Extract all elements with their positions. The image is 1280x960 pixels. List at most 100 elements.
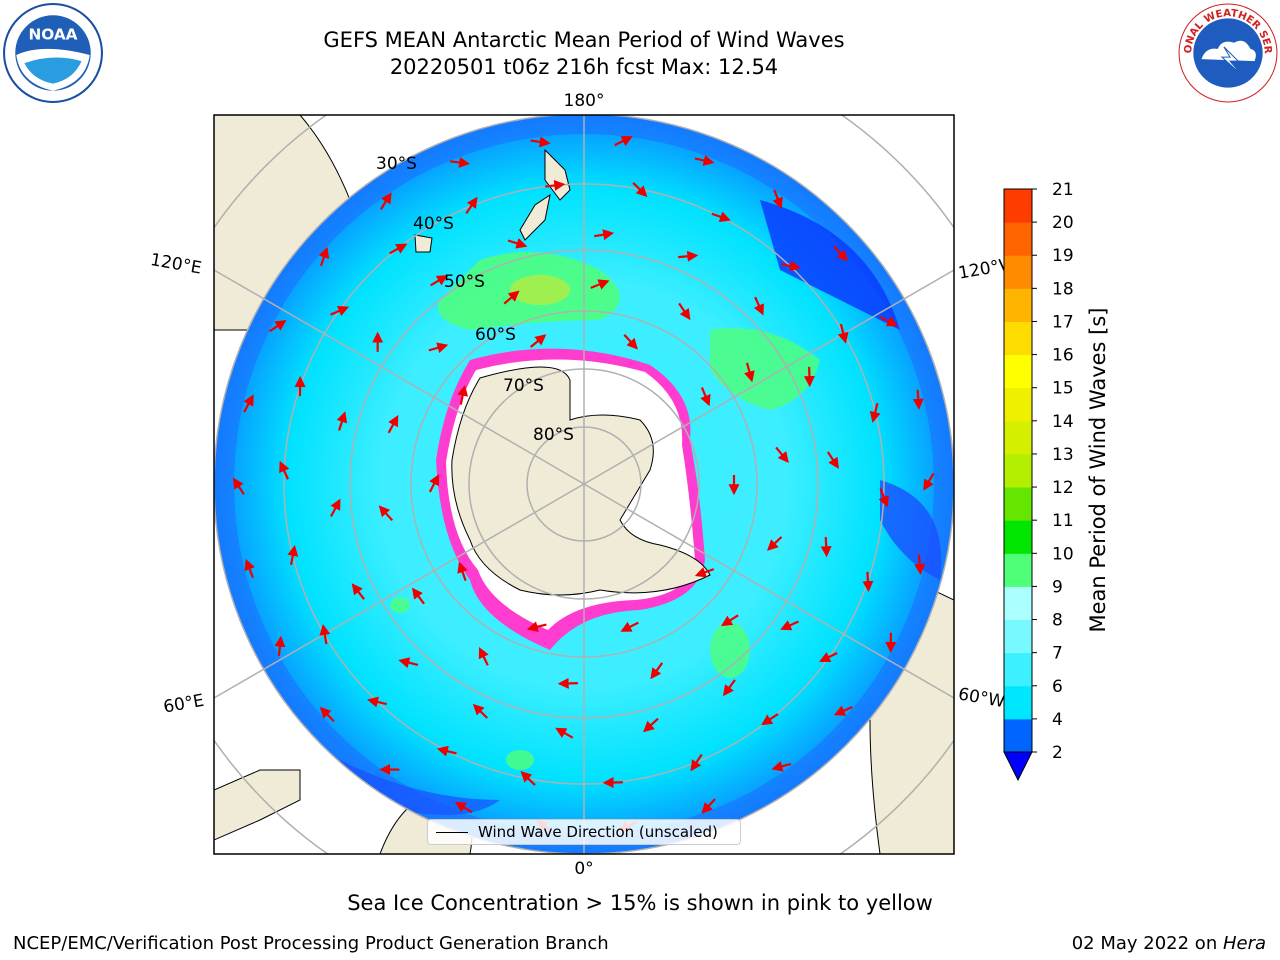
- wave-direction-arrow: [367, 696, 387, 708]
- wave-direction-arrow: [614, 136, 633, 147]
- wave-direction-arrow: [319, 624, 331, 645]
- wave-direction-arrow: [232, 477, 245, 496]
- wave-direction-arrow: [478, 647, 489, 666]
- colorbar-tick-label: 18: [1052, 279, 1074, 299]
- wave-direction-arrow: [878, 488, 889, 508]
- lat-label-70s: 70°S: [503, 376, 544, 396]
- colorbar-tick-label: 21: [1052, 180, 1074, 200]
- lat-label-50s: 50°S: [444, 272, 485, 292]
- colorbar-segment: [1004, 189, 1032, 223]
- wave-direction-arrow: [721, 614, 739, 627]
- colorbar-segment: [1004, 255, 1032, 289]
- wave-direction-arrow: [711, 211, 731, 223]
- lat-label-40s: 40°S: [413, 214, 454, 234]
- lat-label-80s: 80°S: [533, 425, 574, 445]
- colorbar-tick-label: 7: [1052, 644, 1063, 664]
- land-antarctica: [451, 366, 711, 596]
- wave-direction-arrow: [503, 290, 520, 305]
- wave-direction-arrow: [650, 662, 664, 680]
- wave-direction-arrow: [766, 536, 783, 551]
- colorbar-tick-label: 6: [1052, 677, 1063, 697]
- colorbar-tick-label: 17: [1052, 312, 1074, 332]
- wave-direction-arrow: [387, 415, 399, 434]
- wave-direction-arrow: [914, 554, 926, 575]
- wave-direction-arrow: [319, 706, 335, 723]
- wave-direction-arrow: [330, 498, 341, 517]
- wave-direction-arrow: [781, 260, 802, 272]
- colorbar-segment: [1004, 652, 1032, 687]
- colorbar-segment: [1004, 553, 1032, 587]
- lon-label-60e: 60°E: [162, 691, 206, 718]
- wave-direction-arrow: [507, 238, 528, 249]
- wave-direction-arrow: [545, 180, 566, 191]
- wave-direction-arrow: [923, 472, 935, 491]
- wave-direction-arrow: [351, 583, 365, 600]
- colorbar-tick-label: 15: [1052, 379, 1074, 399]
- footer-credit: NCEP/EMC/Verification Post Processing Pr…: [13, 933, 609, 954]
- colorbar-segment: [1004, 288, 1032, 322]
- wave-direction-arrow: [694, 567, 715, 578]
- wave-direction-arrow: [678, 250, 699, 262]
- wave-direction-arrow: [602, 777, 623, 789]
- footer-machine: Hera: [1222, 933, 1266, 954]
- colorbar-segment: [1004, 685, 1032, 720]
- wave-direction-arrow: [557, 677, 578, 689]
- map-title: GEFS MEAN Antarctic Mean Period of Wind …: [323, 28, 845, 52]
- colorbar-tick-label: 13: [1052, 445, 1074, 465]
- wave-direction-arrow: [330, 305, 350, 317]
- wave-direction-arrow: [753, 296, 764, 316]
- colorbar-tick-label: 8: [1052, 611, 1063, 631]
- wave-direction-arrow: [700, 387, 711, 407]
- wave-direction-arrow: [820, 537, 832, 558]
- wave-direction-arrow: [430, 275, 449, 287]
- wave-direction-arrow: [643, 717, 659, 733]
- lat-label-30s: 30°S: [376, 154, 417, 174]
- wave-direction-arrow: [428, 474, 440, 493]
- colorbar-extend-arrow: [1003, 751, 1033, 782]
- wave-direction-arrow: [244, 558, 255, 579]
- wave-direction-arrow: [623, 333, 638, 350]
- colorbar-segment: [1004, 586, 1032, 621]
- green-patch-pacific: [710, 328, 820, 410]
- legend-label: Wind Wave Direction (unscaled): [478, 823, 718, 841]
- wave-direction-arrow: [411, 587, 425, 605]
- wave-direction-arrow: [690, 753, 703, 772]
- colorbar-segment: [1004, 354, 1032, 389]
- colorbar-tick-label: 4: [1052, 710, 1063, 730]
- wave-direction-arrow: [775, 446, 789, 464]
- wave-direction-arrow: [454, 801, 473, 814]
- wave-direction-arrow: [632, 182, 648, 198]
- wave-direction-arrow: [744, 362, 755, 383]
- wave-direction-arrow: [287, 545, 299, 566]
- wave-direction-arrow: [555, 727, 574, 739]
- lat-label-60s: 60°S: [475, 325, 516, 345]
- wave-direction-arrow: [590, 279, 610, 290]
- wave-direction-arrow: [428, 342, 449, 354]
- colorbar-segment: [1004, 718, 1032, 753]
- lon-label-60w: 60°W: [957, 684, 1007, 712]
- wave-direction-arrow: [723, 679, 736, 697]
- wave-direction-arrow: [529, 334, 547, 348]
- wave-direction-arrow: [457, 384, 469, 405]
- footer-date: 02 May 2022 on Hera: [1072, 933, 1266, 954]
- wave-direction-arrow: [269, 319, 287, 333]
- nws-logo: NATIONAL WEATHER SERVICE: [1177, 2, 1278, 103]
- lon-label-0: 0°: [574, 859, 593, 879]
- colorbar-tick-label: 10: [1052, 544, 1074, 564]
- land-africa: [214, 769, 301, 841]
- lon-label-120e: 120°E: [149, 250, 203, 279]
- noaa-logo: NOAA: [3, 3, 103, 103]
- wave-direction-arrow: [694, 155, 715, 166]
- colorbar: 2 4 6 7 8 9 10 11 12 13 14 15 16 17 18 19 20 21: [1003, 180, 1074, 782]
- map-subtitle: 20220501 t06z 216h fcst Max: 12.54: [389, 55, 779, 79]
- wave-direction-arrow: [826, 451, 839, 469]
- wave-direction-arrow: [701, 798, 716, 814]
- legend-line-swatch: [436, 832, 468, 833]
- wave-direction-arrow: [318, 246, 330, 267]
- wave-direction-arrow: [833, 245, 849, 262]
- wave-direction-arrow: [436, 745, 457, 757]
- wave-direction-arrow: [530, 136, 551, 148]
- wave-direction-arrow: [378, 505, 394, 522]
- wave-direction-arrow: [833, 705, 853, 716]
- colorbar-label: Mean Period of Wind Waves [s]: [1086, 307, 1110, 633]
